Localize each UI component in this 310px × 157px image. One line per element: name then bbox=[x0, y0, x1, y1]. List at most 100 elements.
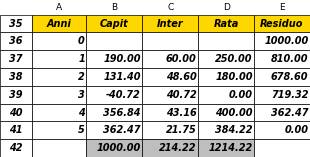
Bar bbox=[254, 104, 310, 121]
Bar bbox=[142, 32, 198, 50]
Text: Rata: Rata bbox=[214, 19, 239, 29]
Text: C: C bbox=[167, 3, 173, 12]
Bar bbox=[0, 15, 32, 32]
Text: 131.40: 131.40 bbox=[103, 72, 141, 82]
Bar bbox=[254, 68, 310, 86]
Text: 362.47: 362.47 bbox=[271, 108, 308, 118]
Text: 41: 41 bbox=[9, 125, 23, 135]
Bar bbox=[32, 121, 86, 139]
Bar bbox=[0, 32, 32, 50]
Text: 190.00: 190.00 bbox=[103, 54, 141, 64]
Bar bbox=[0, 104, 32, 121]
Bar bbox=[0, 86, 32, 104]
Text: 356.84: 356.84 bbox=[103, 108, 141, 118]
Text: 35: 35 bbox=[9, 19, 23, 29]
Text: 1000.00: 1000.00 bbox=[264, 36, 308, 46]
Bar bbox=[198, 121, 254, 139]
Text: Inter: Inter bbox=[157, 19, 184, 29]
Text: 0.00: 0.00 bbox=[228, 90, 253, 100]
Text: 36: 36 bbox=[9, 36, 23, 46]
Text: 1: 1 bbox=[78, 54, 85, 64]
Bar bbox=[86, 50, 142, 68]
Text: A: A bbox=[56, 3, 62, 12]
Text: B: B bbox=[111, 3, 117, 12]
Text: 39: 39 bbox=[9, 90, 23, 100]
Bar bbox=[32, 15, 86, 32]
Bar bbox=[254, 32, 310, 50]
Text: 362.47: 362.47 bbox=[103, 125, 141, 135]
Text: 1214.22: 1214.22 bbox=[208, 143, 253, 153]
Text: Residuo: Residuo bbox=[260, 19, 304, 29]
Text: 678.60: 678.60 bbox=[271, 72, 308, 82]
Text: 60.00: 60.00 bbox=[166, 54, 197, 64]
Text: 4: 4 bbox=[78, 108, 85, 118]
Text: -40.72: -40.72 bbox=[106, 90, 141, 100]
Text: 43.16: 43.16 bbox=[166, 108, 197, 118]
Bar bbox=[198, 15, 254, 32]
Bar bbox=[32, 68, 86, 86]
Bar bbox=[254, 139, 310, 157]
Text: 400.00: 400.00 bbox=[215, 108, 253, 118]
Bar bbox=[142, 139, 198, 157]
Text: 384.22: 384.22 bbox=[215, 125, 253, 135]
Bar bbox=[142, 0, 198, 15]
Bar bbox=[0, 121, 32, 139]
Bar bbox=[86, 86, 142, 104]
Bar bbox=[32, 50, 86, 68]
Bar bbox=[0, 0, 32, 15]
Bar bbox=[32, 0, 86, 15]
Bar bbox=[254, 86, 310, 104]
Bar bbox=[0, 139, 32, 157]
Text: 37: 37 bbox=[9, 54, 23, 64]
Text: 48.60: 48.60 bbox=[166, 72, 197, 82]
Text: 2: 2 bbox=[78, 72, 85, 82]
Bar bbox=[86, 0, 142, 15]
Bar bbox=[32, 86, 86, 104]
Text: D: D bbox=[223, 3, 230, 12]
Text: E: E bbox=[279, 3, 285, 12]
Text: 42: 42 bbox=[9, 143, 23, 153]
Bar bbox=[198, 86, 254, 104]
Text: 719.32: 719.32 bbox=[271, 90, 308, 100]
Text: 38: 38 bbox=[9, 72, 23, 82]
Bar bbox=[0, 68, 32, 86]
Text: 21.75: 21.75 bbox=[166, 125, 197, 135]
Text: 0.00: 0.00 bbox=[285, 125, 308, 135]
Bar bbox=[198, 104, 254, 121]
Bar bbox=[254, 50, 310, 68]
Bar bbox=[32, 139, 86, 157]
Bar bbox=[198, 68, 254, 86]
Bar bbox=[254, 121, 310, 139]
Text: 180.00: 180.00 bbox=[215, 72, 253, 82]
Bar bbox=[86, 104, 142, 121]
Bar bbox=[86, 15, 142, 32]
Text: Capit: Capit bbox=[100, 19, 129, 29]
Text: 40: 40 bbox=[9, 108, 23, 118]
Text: 250.00: 250.00 bbox=[215, 54, 253, 64]
Bar bbox=[142, 104, 198, 121]
Text: 40.72: 40.72 bbox=[166, 90, 197, 100]
Text: 5: 5 bbox=[78, 125, 85, 135]
Bar bbox=[142, 50, 198, 68]
Bar bbox=[198, 50, 254, 68]
Bar bbox=[32, 32, 86, 50]
Bar bbox=[32, 104, 86, 121]
Bar bbox=[86, 68, 142, 86]
Text: 214.22: 214.22 bbox=[159, 143, 197, 153]
Bar bbox=[254, 0, 310, 15]
Bar bbox=[142, 68, 198, 86]
Text: 1000.00: 1000.00 bbox=[96, 143, 141, 153]
Text: 810.00: 810.00 bbox=[271, 54, 308, 64]
Bar bbox=[142, 86, 198, 104]
Text: Anni: Anni bbox=[47, 19, 72, 29]
Bar bbox=[142, 121, 198, 139]
Bar bbox=[86, 121, 142, 139]
Text: 0: 0 bbox=[78, 36, 85, 46]
Bar bbox=[198, 0, 254, 15]
Bar bbox=[86, 32, 142, 50]
Text: 3: 3 bbox=[78, 90, 85, 100]
Bar bbox=[198, 139, 254, 157]
Bar bbox=[142, 15, 198, 32]
Bar bbox=[254, 15, 310, 32]
Bar bbox=[0, 50, 32, 68]
